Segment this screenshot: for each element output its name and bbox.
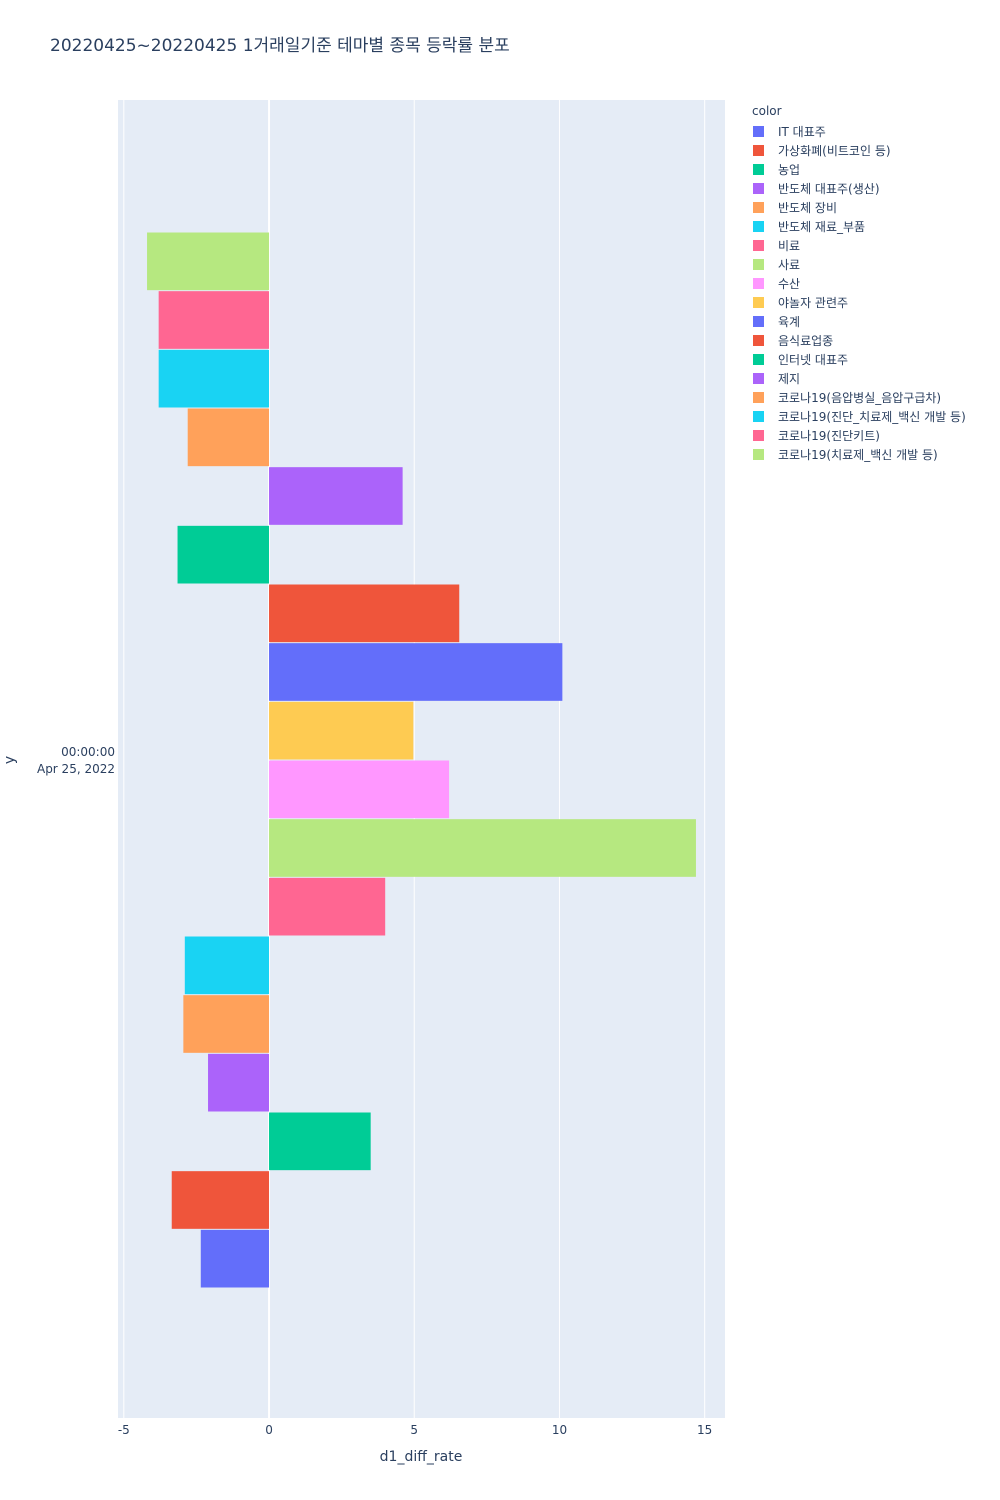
legend-swatch: [753, 335, 764, 346]
bar-12[interactable]: [177, 525, 270, 584]
legend-swatch: [753, 126, 764, 137]
legend-label: 코로나19(치료제_백신 개발 등): [778, 448, 938, 462]
bar-11[interactable]: [269, 584, 460, 643]
legend-label: 음식료업종: [778, 334, 834, 348]
legend-item[interactable]: 비료: [752, 236, 966, 255]
bar-16[interactable]: [158, 291, 270, 349]
legend-item[interactable]: 제지: [752, 369, 966, 388]
bar-9[interactable]: [269, 701, 414, 760]
legend-label: 야놀자 관련주: [778, 296, 849, 310]
legend-item[interactable]: 인터넷 대표주: [752, 350, 966, 369]
legend-label: 비료: [778, 239, 801, 253]
bar-0[interactable]: [200, 1229, 270, 1288]
legend-label: 가상화폐(비트코인 등): [778, 144, 891, 158]
legend-swatch: [753, 392, 764, 403]
x-tick-label: 5: [410, 1423, 418, 1437]
bar-15[interactable]: [158, 349, 270, 408]
legend-swatch: [753, 316, 764, 327]
x-tick-label: 0: [265, 1423, 273, 1437]
legend-swatch: [753, 354, 764, 365]
legend-item[interactable]: 반도체 대표주(생산): [752, 179, 966, 198]
legend-swatch: [753, 202, 764, 213]
legend-label: 수산: [778, 277, 801, 291]
legend-label: 코로나19(진단_치료제_백신 개발 등): [778, 410, 966, 424]
y-axis-title: y: [2, 756, 18, 764]
legend-swatch: [753, 297, 764, 308]
legend-swatch: [753, 240, 764, 251]
legend-label: 코로나19(진단키트): [778, 429, 880, 443]
bar-14[interactable]: [187, 408, 270, 467]
legend-label: 인터넷 대표주: [778, 353, 849, 367]
legend-title: color: [752, 104, 782, 118]
x-tick-labels: -5 0 5 10 15: [118, 1423, 712, 1437]
legend-item[interactable]: IT 대표주: [752, 122, 966, 141]
y-tick-label-date: Apr 25, 2022: [37, 762, 115, 776]
bar-3[interactable]: [208, 1053, 270, 1112]
legend-label: 반도체 장비: [778, 201, 838, 215]
legend-label: 제지: [778, 372, 801, 386]
bar-6[interactable]: [269, 877, 386, 936]
x-tick-label: -5: [118, 1423, 130, 1437]
legend-label: 농업: [778, 163, 801, 177]
bars: [147, 232, 696, 1288]
bar-1[interactable]: [171, 1171, 270, 1229]
legend-item[interactable]: 야놀자 관련주: [752, 293, 966, 312]
legend-swatch: [753, 145, 764, 156]
legend-item[interactable]: 코로나19(진단_치료제_백신 개발 등): [752, 407, 966, 426]
legend-swatch: [753, 164, 764, 175]
legend-item[interactable]: 가상화폐(비트코인 등): [752, 141, 966, 160]
legend-item[interactable]: 수산: [752, 274, 966, 293]
chart-title: 20220425~20220425 1거래일기준 테마별 종목 등락률 분포: [50, 36, 510, 56]
y-tick-label-time: 00:00:00: [61, 745, 115, 759]
bar-17[interactable]: [147, 232, 270, 291]
bar-5[interactable]: [184, 936, 270, 995]
x-tick-label: 15: [697, 1423, 712, 1437]
legend-swatch: [753, 183, 764, 194]
legend-swatch: [753, 373, 764, 384]
y-tick-labels: 00:00:00 Apr 25, 2022: [37, 745, 115, 776]
legend-item[interactable]: 농업: [752, 160, 966, 179]
legend-label: 사료: [778, 258, 801, 272]
bar-8[interactable]: [269, 760, 450, 819]
x-axis-title: d1_diff_rate: [380, 1449, 463, 1465]
legend-label: IT 대표주: [778, 125, 826, 139]
legend-item[interactable]: 코로나19(치료제_백신 개발 등): [752, 445, 966, 464]
legend-swatch: [753, 221, 764, 232]
legend-label: 반도체 대표주(생산): [778, 182, 880, 196]
legend-item[interactable]: 반도체 재료_부품: [752, 217, 966, 236]
legend-swatch: [753, 430, 764, 441]
legend-item[interactable]: 코로나19(진단키트): [752, 426, 966, 445]
legend-label: 반도체 재료_부품: [778, 220, 866, 234]
bar-13[interactable]: [269, 467, 403, 525]
bar-4[interactable]: [183, 995, 270, 1053]
legend-item[interactable]: 음식료업종: [752, 331, 966, 350]
legend-label: 육계: [778, 315, 801, 329]
legend-swatch: [753, 449, 764, 460]
legend-item[interactable]: 사료: [752, 255, 966, 274]
legend-item[interactable]: 코로나19(음압병실_음압구급차): [752, 388, 966, 407]
legend-item[interactable]: 반도체 장비: [752, 198, 966, 217]
x-tick-label: 10: [552, 1423, 567, 1437]
bar-10[interactable]: [269, 643, 563, 701]
legend-swatch: [753, 259, 764, 270]
legend-item[interactable]: 육계: [752, 312, 966, 331]
bar-2[interactable]: [269, 1112, 371, 1171]
legend-label: 코로나19(음압병실_음압구급차): [778, 391, 942, 405]
legend-swatch: [753, 278, 764, 289]
legend-swatch: [753, 411, 764, 422]
bar-7[interactable]: [269, 819, 696, 877]
